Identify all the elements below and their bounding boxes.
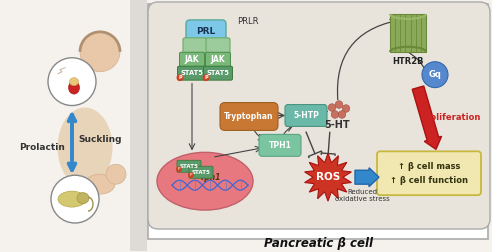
FancyBboxPatch shape (189, 166, 213, 178)
Text: STAT5: STAT5 (181, 70, 203, 76)
Text: ↑ β cell mass: ↑ β cell mass (398, 162, 460, 171)
Circle shape (203, 74, 210, 81)
FancyBboxPatch shape (180, 52, 205, 67)
Text: PRL: PRL (196, 27, 215, 36)
Circle shape (176, 166, 182, 172)
FancyBboxPatch shape (206, 38, 230, 54)
FancyBboxPatch shape (178, 66, 207, 80)
FancyArrow shape (355, 168, 379, 187)
Text: STAT5: STAT5 (180, 164, 198, 169)
FancyBboxPatch shape (148, 4, 488, 239)
Text: Proliferation: Proliferation (420, 113, 480, 122)
Text: Reduced
oxidative stress: Reduced oxidative stress (335, 189, 389, 202)
Ellipse shape (157, 152, 253, 210)
Circle shape (51, 175, 99, 223)
FancyArrow shape (412, 86, 442, 149)
Circle shape (188, 172, 194, 178)
Circle shape (422, 62, 448, 88)
FancyBboxPatch shape (259, 134, 301, 156)
Text: P: P (190, 173, 192, 177)
FancyBboxPatch shape (206, 52, 230, 67)
Text: 5-HTP: 5-HTP (293, 111, 319, 120)
FancyBboxPatch shape (186, 20, 226, 44)
Ellipse shape (58, 191, 86, 207)
Text: Suckling: Suckling (78, 135, 122, 144)
Circle shape (328, 104, 336, 111)
Circle shape (331, 111, 339, 118)
Text: 5-HT: 5-HT (324, 120, 350, 131)
Text: Tph1: Tph1 (199, 173, 221, 182)
Text: Pancreatic β cell: Pancreatic β cell (264, 237, 372, 250)
Bar (390, 14, 426, 52)
Text: P: P (178, 75, 182, 80)
Text: ↑ β cell function: ↑ β cell function (390, 176, 468, 185)
FancyBboxPatch shape (220, 103, 278, 131)
Circle shape (48, 58, 96, 106)
FancyBboxPatch shape (177, 160, 201, 172)
Circle shape (106, 164, 126, 184)
Text: Gq: Gq (429, 70, 441, 79)
Text: STAT5: STAT5 (191, 170, 211, 175)
Circle shape (80, 32, 120, 72)
FancyBboxPatch shape (148, 2, 490, 229)
Text: JAK: JAK (211, 55, 225, 64)
Ellipse shape (85, 174, 115, 194)
Ellipse shape (69, 78, 79, 86)
Text: ROS: ROS (316, 172, 340, 182)
Text: Tryptophan: Tryptophan (224, 112, 274, 121)
Circle shape (335, 101, 343, 108)
Text: Prolactin: Prolactin (19, 143, 65, 152)
Text: P: P (204, 75, 208, 80)
Polygon shape (0, 0, 145, 251)
Text: TPH1: TPH1 (269, 141, 291, 150)
FancyBboxPatch shape (204, 66, 233, 80)
Circle shape (338, 111, 346, 118)
Ellipse shape (77, 193, 89, 204)
Polygon shape (305, 153, 351, 201)
FancyBboxPatch shape (377, 151, 481, 195)
Circle shape (342, 105, 350, 112)
Text: STAT5: STAT5 (207, 70, 229, 76)
Text: P: P (178, 167, 180, 171)
Polygon shape (130, 0, 147, 251)
Ellipse shape (60, 141, 84, 188)
Ellipse shape (58, 108, 113, 187)
Ellipse shape (68, 81, 80, 94)
Text: JAK: JAK (184, 55, 199, 64)
Circle shape (177, 74, 184, 81)
Text: HTR2B: HTR2B (392, 57, 424, 66)
Text: PRLR: PRLR (237, 17, 258, 26)
FancyBboxPatch shape (285, 105, 327, 127)
FancyBboxPatch shape (183, 38, 207, 54)
